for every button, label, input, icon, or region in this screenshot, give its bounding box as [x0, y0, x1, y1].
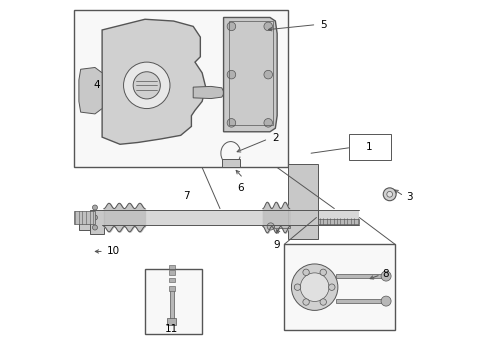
- Text: 8: 8: [383, 269, 389, 279]
- Text: 5: 5: [320, 19, 327, 30]
- Text: 1: 1: [366, 142, 372, 152]
- Bar: [168, 318, 176, 325]
- FancyBboxPatch shape: [145, 269, 202, 334]
- Circle shape: [133, 72, 160, 99]
- Bar: [169, 270, 175, 275]
- Circle shape: [300, 273, 329, 301]
- Polygon shape: [79, 67, 102, 114]
- Bar: [348, 134, 392, 160]
- Circle shape: [320, 299, 326, 305]
- Circle shape: [227, 22, 236, 31]
- Circle shape: [294, 284, 301, 291]
- Circle shape: [93, 215, 98, 220]
- Circle shape: [383, 188, 396, 201]
- Polygon shape: [102, 19, 206, 144]
- Circle shape: [292, 264, 338, 310]
- Polygon shape: [223, 18, 277, 132]
- Circle shape: [93, 225, 98, 230]
- Bar: [90, 210, 104, 234]
- Circle shape: [381, 296, 391, 306]
- Bar: [169, 287, 175, 291]
- Bar: [169, 265, 175, 269]
- Circle shape: [264, 70, 272, 79]
- Text: 6: 6: [237, 183, 244, 193]
- Bar: [222, 158, 240, 167]
- Circle shape: [381, 271, 391, 281]
- Bar: [318, 219, 359, 224]
- Bar: [169, 278, 175, 282]
- Circle shape: [267, 223, 274, 230]
- Bar: [336, 299, 384, 303]
- Text: 3: 3: [406, 192, 413, 202]
- Circle shape: [320, 269, 326, 275]
- Text: 4: 4: [94, 80, 100, 90]
- Circle shape: [227, 70, 236, 79]
- Circle shape: [123, 62, 170, 109]
- Bar: [273, 225, 290, 228]
- Bar: [229, 21, 272, 125]
- Text: 7: 7: [183, 191, 189, 201]
- Circle shape: [329, 284, 335, 291]
- Circle shape: [387, 192, 392, 197]
- Bar: [288, 164, 318, 239]
- FancyBboxPatch shape: [284, 244, 395, 330]
- Bar: [336, 274, 384, 278]
- Circle shape: [303, 269, 309, 275]
- Circle shape: [264, 22, 272, 31]
- Circle shape: [227, 118, 236, 127]
- Text: 2: 2: [272, 133, 278, 143]
- Bar: [170, 289, 174, 319]
- Bar: [74, 211, 95, 224]
- Circle shape: [264, 118, 272, 127]
- Circle shape: [93, 205, 98, 210]
- FancyBboxPatch shape: [74, 10, 288, 167]
- Bar: [79, 214, 90, 230]
- Text: 11: 11: [165, 324, 178, 334]
- Text: 9: 9: [274, 240, 280, 250]
- Polygon shape: [193, 86, 223, 99]
- Bar: [102, 210, 359, 225]
- Text: 10: 10: [106, 247, 120, 256]
- Circle shape: [303, 299, 309, 305]
